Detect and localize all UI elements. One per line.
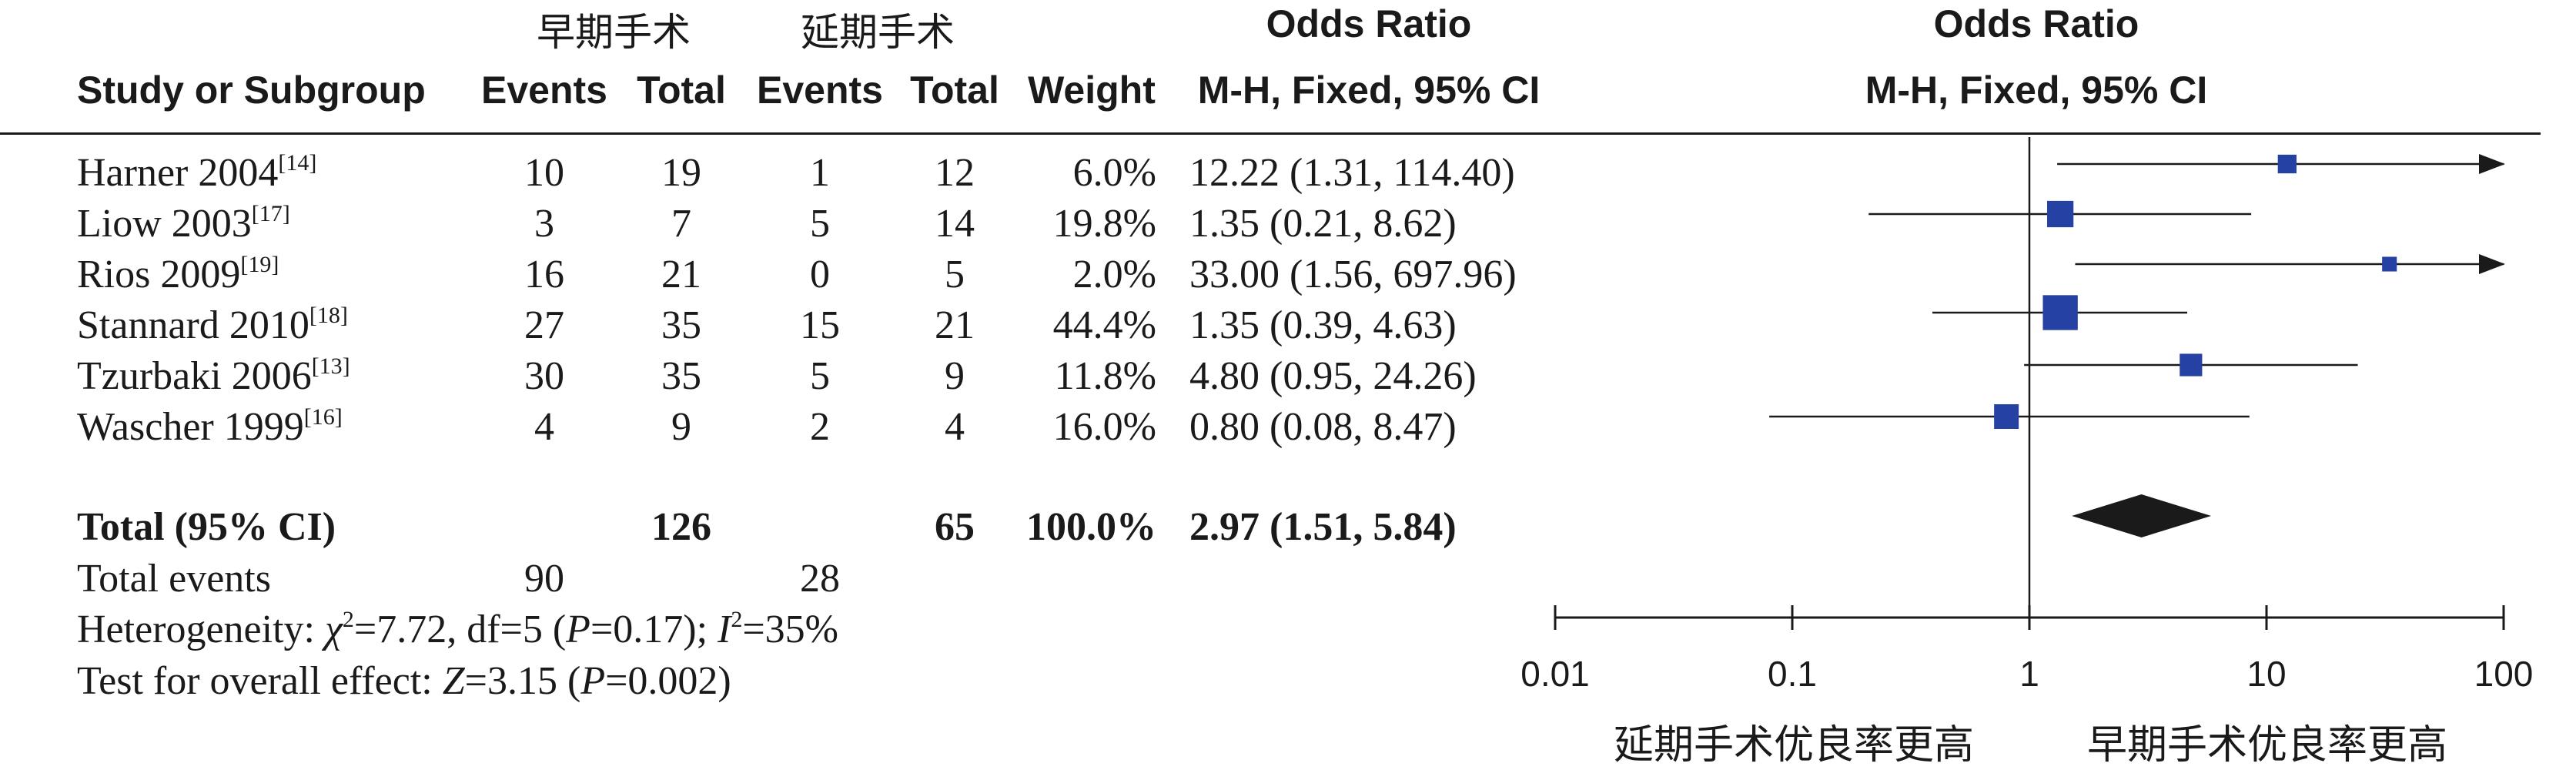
study-name: Rios 2009[19] <box>77 252 279 296</box>
col-header-weight: Weight <box>1028 69 1156 112</box>
study-name: Harner 2004[14] <box>77 150 317 195</box>
study-ref: [18] <box>309 303 348 328</box>
study-total-early: 35 <box>661 303 701 347</box>
study-total-delayed: 21 <box>935 303 975 347</box>
x-tick-label: 0.01 <box>1521 654 1590 694</box>
group-header-early: 早期手术 <box>537 10 691 55</box>
x-tick-label: 100 <box>2474 654 2534 694</box>
study-ci: 0.80 (0.08, 8.47) <box>1189 405 1457 449</box>
study-events-delayed: 5 <box>810 354 830 398</box>
study-weight: 6.0% <box>1072 151 1156 195</box>
total-events-delayed: 28 <box>800 557 840 601</box>
study-events-delayed: 1 <box>810 151 830 195</box>
axis-label-left: 延期手术优良率更高 <box>1613 722 1975 768</box>
study-marker-2 <box>2047 200 2074 228</box>
study-name: Stannard 2010[18] <box>77 303 348 347</box>
study-weight: 19.8% <box>1052 202 1156 246</box>
study-weight: 44.4% <box>1052 303 1156 347</box>
study-events-delayed: 5 <box>810 202 830 246</box>
col-header-study: Study or Subgroup <box>77 69 426 112</box>
study-ci: 33.00 (1.56, 697.96) <box>1189 253 1517 296</box>
study-events-early: 3 <box>534 202 554 246</box>
pooled-diamond <box>2072 494 2212 537</box>
total-n-delayed: 65 <box>935 505 975 549</box>
study-weight: 2.0% <box>1072 253 1156 296</box>
study-ci: 12.22 (1.31, 114.40) <box>1189 151 1515 195</box>
study-ref: [19] <box>240 252 279 277</box>
x-tick-label: 0.1 <box>1768 654 1817 694</box>
study-events-early: 30 <box>524 354 564 398</box>
study-ref: [14] <box>278 150 317 176</box>
study-ci: 4.80 (0.95, 24.26) <box>1189 354 1477 398</box>
study-total-early: 19 <box>661 151 701 195</box>
total-label: Total (95% CI) <box>77 505 336 549</box>
study-total-early: 9 <box>671 405 691 449</box>
total-events-label: Total events <box>77 557 271 601</box>
study-events-early: 27 <box>524 303 564 347</box>
col-header-events-delayed: Events <box>757 69 883 112</box>
study-total-early: 7 <box>671 202 691 246</box>
group-header-delayed: 延期手术 <box>801 10 955 55</box>
study-marker-4 <box>2042 295 2078 330</box>
study-total-delayed: 9 <box>945 354 965 398</box>
study-name: Liow 2003[17] <box>77 201 290 246</box>
col-header-ci-plot: M-H, Fixed, 95% CI <box>1865 69 2208 112</box>
study-total-early: 21 <box>661 253 701 296</box>
total-events-early: 90 <box>524 557 564 601</box>
col-header-total-early: Total <box>637 69 726 112</box>
col-header-events-early: Events <box>481 69 607 112</box>
study-events-delayed: 15 <box>800 303 840 347</box>
study-events-early: 16 <box>524 253 564 296</box>
col-header-total-delayed: Total <box>910 69 999 112</box>
study-ref: [16] <box>303 404 343 430</box>
study-marker-6 <box>1994 404 2019 429</box>
total-weight: 100.0% <box>1026 505 1156 549</box>
axis-label-right: 早期手术优良率更高 <box>2086 722 2448 768</box>
overall-effect-line: Test for overall effect: Z=3.15 (P=0.002… <box>77 659 731 703</box>
study-total-delayed: 12 <box>935 151 975 195</box>
total-n-early: 126 <box>651 505 711 549</box>
col-header-ci: M-H, Fixed, 95% CI <box>1197 69 1541 112</box>
study-total-delayed: 14 <box>935 202 975 246</box>
header-divider <box>0 132 2541 135</box>
study-marker-1 <box>2277 154 2297 174</box>
study-ref: [17] <box>251 201 290 226</box>
study-ref: [13] <box>311 353 350 379</box>
study-marker-3 <box>2382 256 2397 272</box>
study-weight: 11.8% <box>1054 354 1156 398</box>
study-marker-5 <box>2180 353 2203 377</box>
or-title-table: Odds Ratio <box>1266 2 1472 45</box>
total-ci: 2.97 (1.51, 5.84) <box>1189 505 1457 549</box>
study-events-early: 4 <box>534 405 554 449</box>
study-total-delayed: 5 <box>945 253 965 296</box>
x-tick-label: 1 <box>2019 654 2039 694</box>
study-name: Tzurbaki 2006[13] <box>77 353 350 398</box>
study-name: Wascher 1999[16] <box>77 404 343 449</box>
study-weight: 16.0% <box>1052 405 1156 449</box>
study-events-delayed: 2 <box>810 405 830 449</box>
study-events-delayed: 0 <box>810 253 830 296</box>
study-ci: 1.35 (0.39, 4.63) <box>1189 303 1457 347</box>
heterogeneity-line: Heterogeneity: χ2=7.72, df=5 (P=0.17); I… <box>77 607 839 651</box>
study-total-delayed: 4 <box>945 405 965 449</box>
study-total-early: 35 <box>661 354 701 398</box>
x-tick-label: 10 <box>2246 654 2287 694</box>
or-title-plot: Odds Ratio <box>1933 2 2139 45</box>
study-events-early: 10 <box>524 151 564 195</box>
study-ci: 1.35 (0.21, 8.62) <box>1189 202 1457 246</box>
